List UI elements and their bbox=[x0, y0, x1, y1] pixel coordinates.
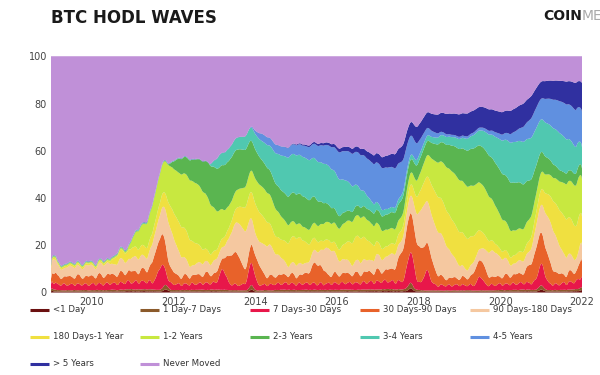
Text: Never Moved: Never Moved bbox=[163, 359, 221, 368]
Text: 30 Days-90 Days: 30 Days-90 Days bbox=[383, 305, 457, 314]
Text: 3-4 Years: 3-4 Years bbox=[383, 332, 423, 341]
Text: 4-5 Years: 4-5 Years bbox=[493, 332, 533, 341]
Text: 90 Days-180 Days: 90 Days-180 Days bbox=[493, 305, 572, 314]
Text: METRICS: METRICS bbox=[582, 9, 600, 23]
Text: 2-3 Years: 2-3 Years bbox=[273, 332, 313, 341]
Text: 1-2 Years: 1-2 Years bbox=[163, 332, 203, 341]
Text: BTC HODL WAVES: BTC HODL WAVES bbox=[51, 9, 217, 27]
Text: 1 Day-7 Days: 1 Day-7 Days bbox=[163, 305, 221, 314]
Text: 180 Days-1 Year: 180 Days-1 Year bbox=[53, 332, 124, 341]
Text: 7 Days-30 Days: 7 Days-30 Days bbox=[273, 305, 341, 314]
Text: <1 Day: <1 Day bbox=[53, 305, 86, 314]
Text: > 5 Years: > 5 Years bbox=[53, 359, 94, 368]
Text: COIN: COIN bbox=[543, 9, 582, 23]
